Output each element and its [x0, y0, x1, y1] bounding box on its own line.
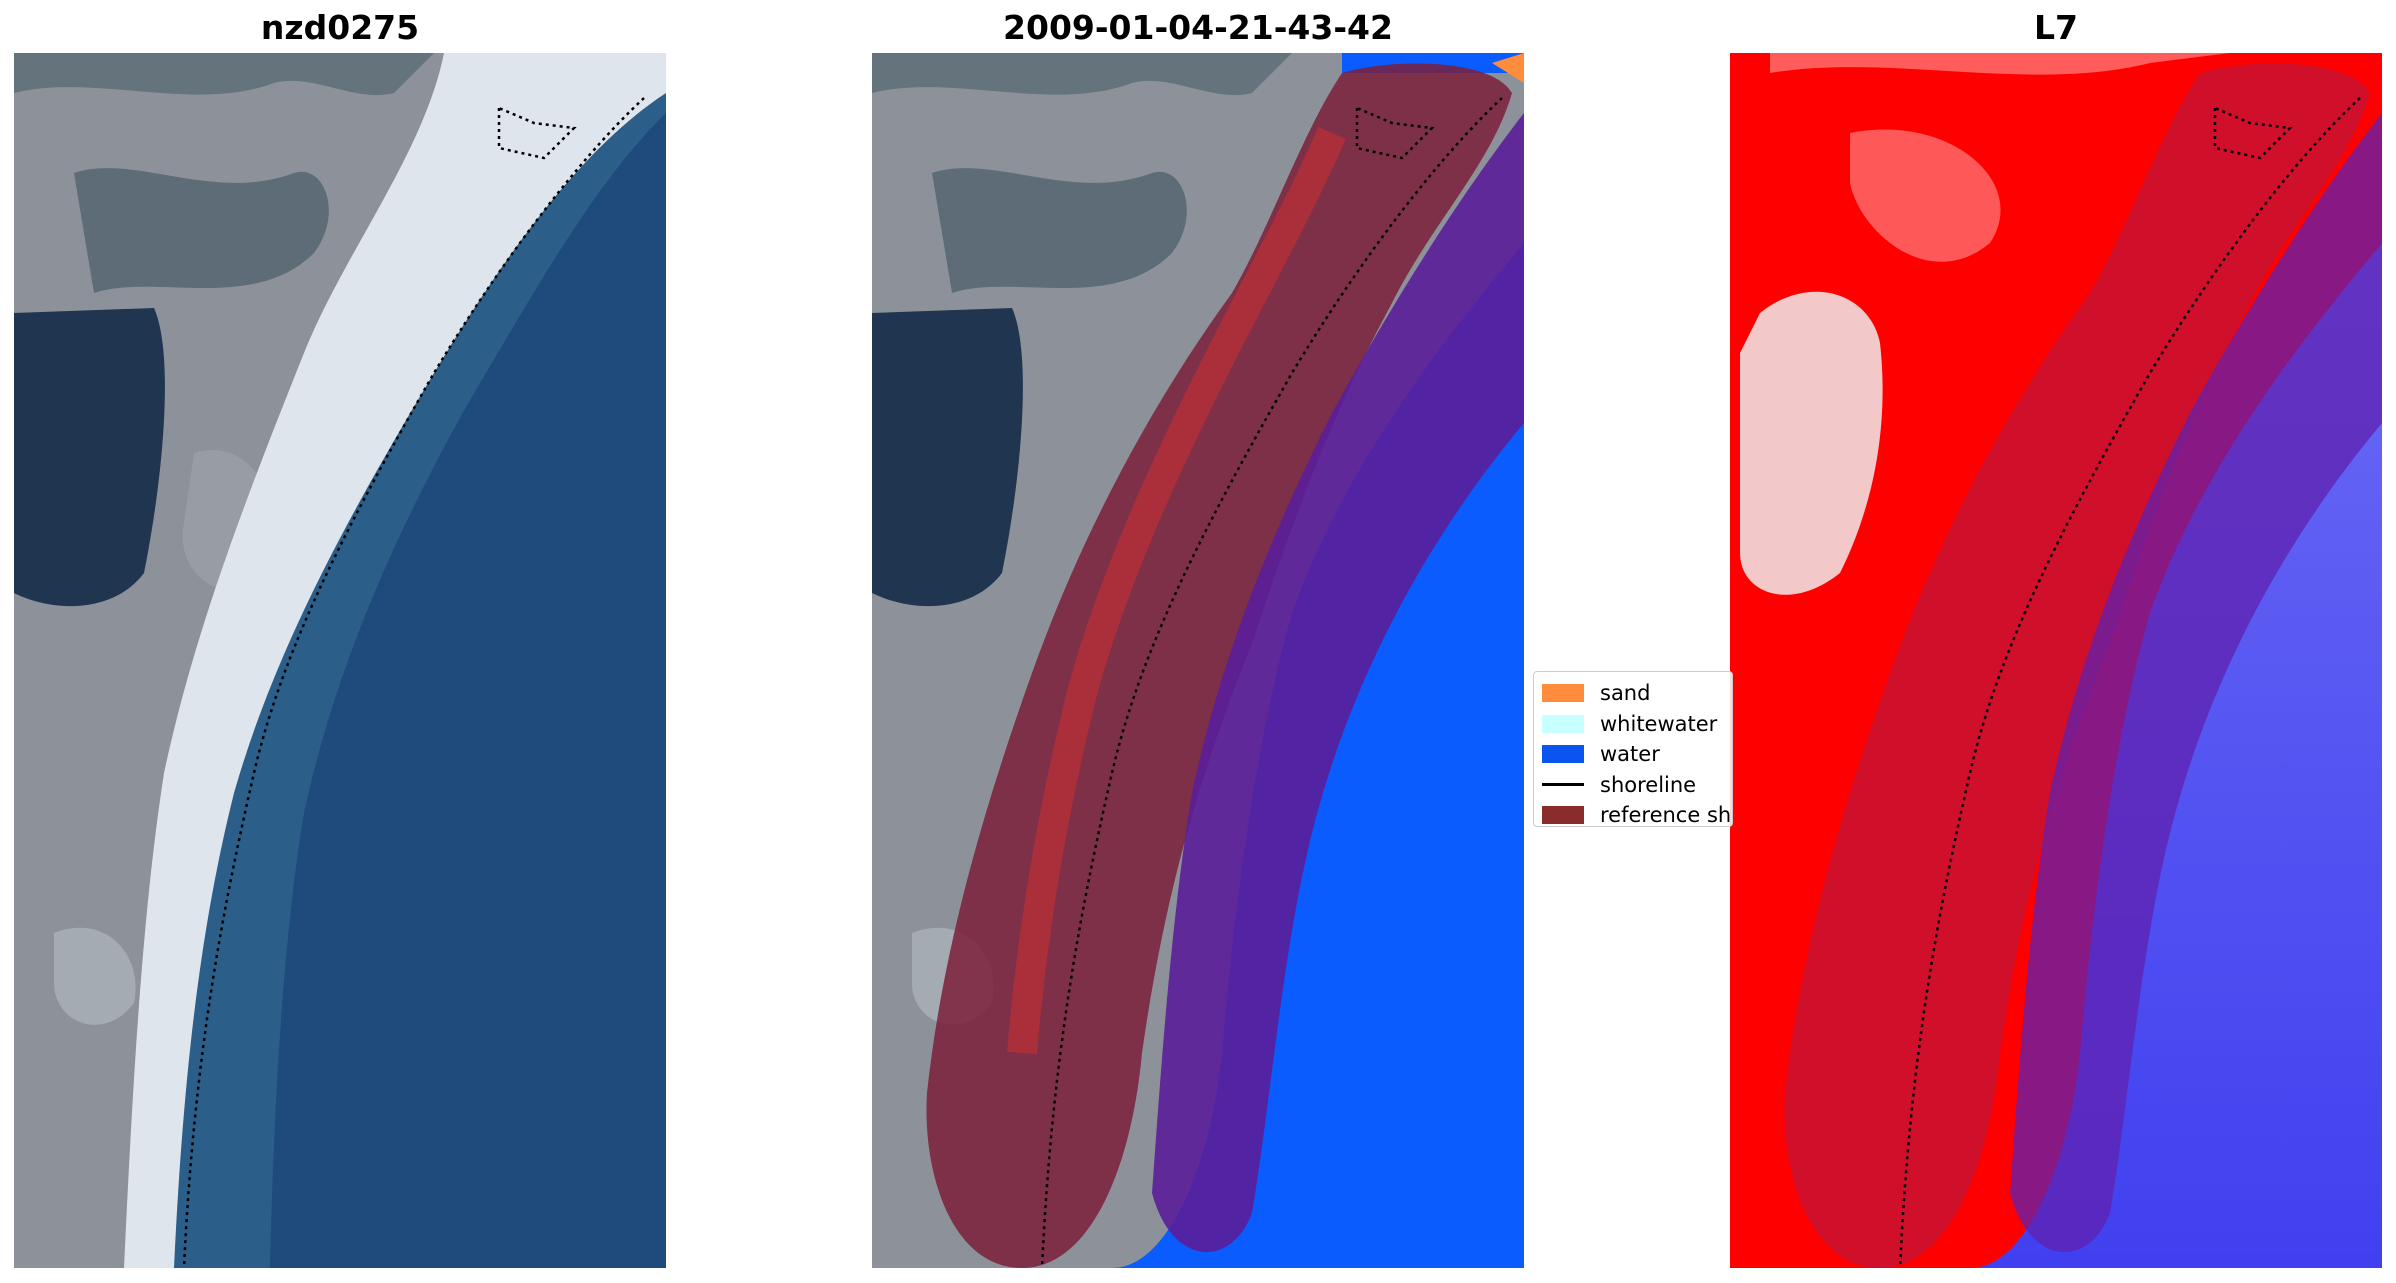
legend-label-whitewater: whitewater: [1600, 711, 1718, 736]
classification-panel: [872, 53, 1524, 1268]
legend-label-shoreline: shoreline: [1600, 772, 1697, 797]
legend: sand whitewater water shoreline referenc…: [1533, 671, 1733, 827]
classification-image: [872, 53, 1524, 1268]
panel-title-2: 2009-01-04-21-43-42: [1003, 8, 1393, 47]
reference-swatch: [1542, 806, 1584, 825]
legend-label-water: water: [1600, 742, 1660, 767]
index-image: [1730, 53, 2382, 1268]
legend-item-whitewater: whitewater: [1542, 709, 1732, 740]
index-panel: [1730, 53, 2382, 1268]
panel-title-3: L7: [2034, 8, 2078, 47]
shoreline-swatch: [1542, 783, 1584, 787]
legend-label-reference: reference sh: [1600, 803, 1732, 827]
rgb-image-panel: [14, 53, 666, 1268]
legend-item-water: water: [1542, 739, 1732, 770]
rgb-image: [14, 53, 666, 1268]
legend-label-sand: sand: [1600, 681, 1651, 706]
legend-item-sand: sand: [1542, 678, 1732, 709]
legend-item-reference: reference sh: [1542, 800, 1732, 827]
panel-title-1: nzd0275: [260, 8, 420, 47]
water-swatch: [1542, 745, 1584, 764]
sand-swatch: [1542, 684, 1584, 703]
whitewater-swatch: [1542, 714, 1584, 733]
legend-item-shoreline: shoreline: [1542, 770, 1732, 801]
